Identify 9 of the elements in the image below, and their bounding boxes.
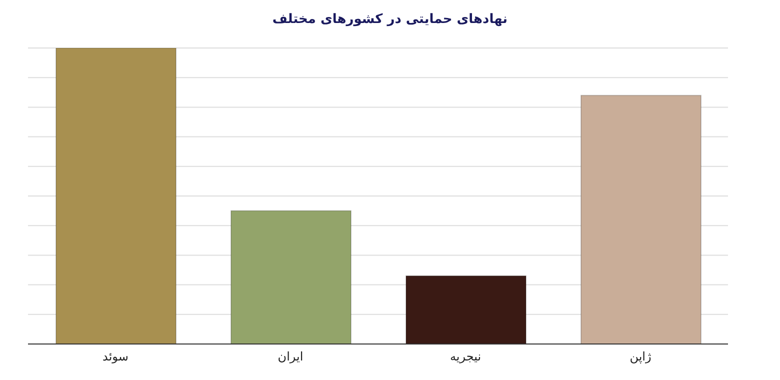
bar — [580, 94, 702, 344]
bar — [56, 48, 176, 344]
bar — [406, 275, 526, 344]
chart-title: نهادهای حمایتی در کشورهای مختلف — [271, 11, 509, 29]
x-tick-label: سوئد — [102, 350, 128, 364]
x-tick-label: نیجریه — [450, 350, 482, 364]
x-tick-label: ژاپن — [630, 350, 652, 364]
x-tick-label: ایران — [278, 350, 304, 364]
bar — [230, 210, 352, 344]
